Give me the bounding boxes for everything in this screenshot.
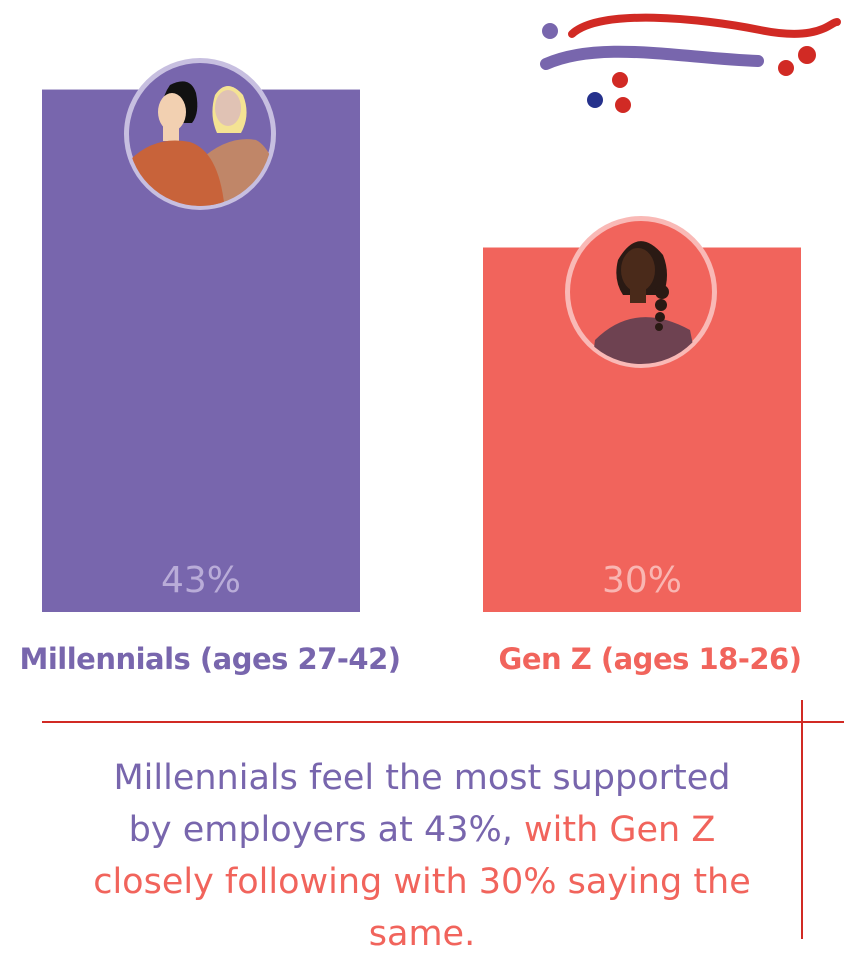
millennials-avatar-icon xyxy=(124,58,276,210)
chart-caption: Millennials feel the most supported by e… xyxy=(0,752,844,960)
category-label-gen-z: Gen Z (ages 18-26) xyxy=(498,642,802,676)
gen-z-avatar-icon xyxy=(565,216,717,368)
decorative-swoosh-icon xyxy=(540,13,841,113)
caption-part-millennials: Millennials feel the most supported by e… xyxy=(113,758,742,850)
category-label-millennials: Millennials (ages 27-42) xyxy=(19,642,401,676)
caption-part-gen-z: with Gen Z closely following with 30% sa… xyxy=(93,810,762,954)
bar-chart: 43% 30% xyxy=(42,13,844,939)
value-label-millennials: 43% xyxy=(161,560,241,601)
value-label-gen-z: 30% xyxy=(602,560,682,601)
